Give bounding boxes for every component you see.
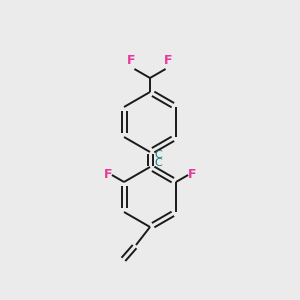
- Text: C: C: [154, 158, 162, 169]
- Text: F: F: [188, 169, 197, 182]
- Text: F: F: [103, 169, 112, 182]
- Text: F: F: [127, 54, 136, 67]
- Text: F: F: [164, 54, 173, 67]
- Text: C: C: [154, 151, 162, 160]
